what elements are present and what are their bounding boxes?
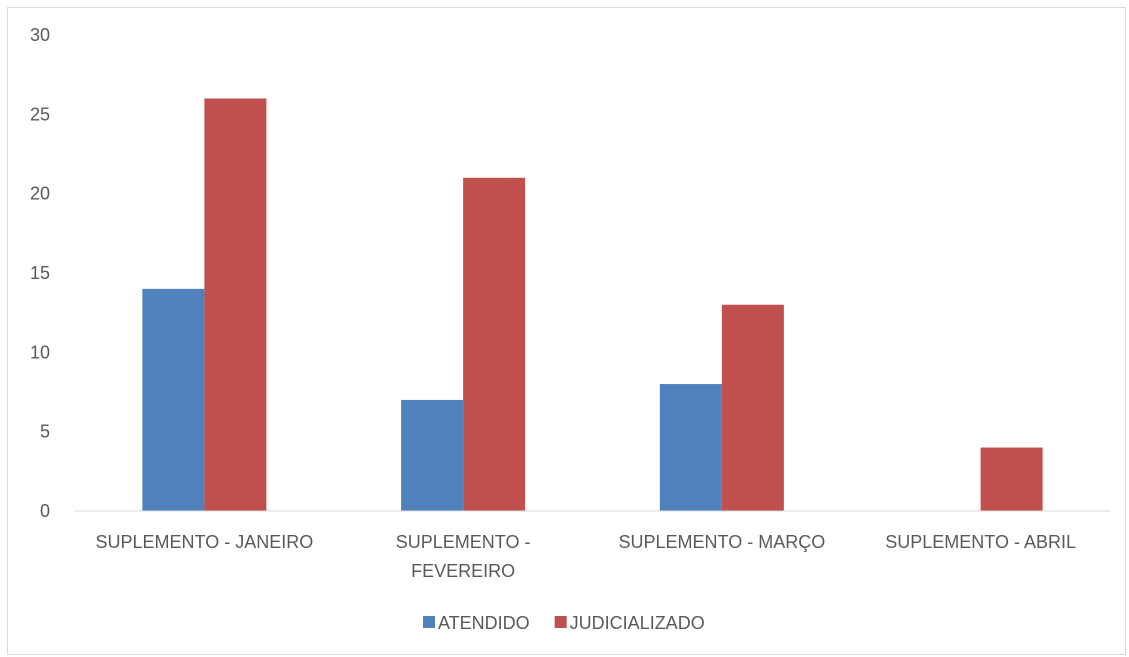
bars [142,98,1043,512]
legend: ATENDIDO JUDICIALIZADO [423,613,705,633]
y-tick-label: 30 [30,25,50,45]
bar-atendido-2 [401,399,464,511]
bar-judicializado-4 [980,447,1043,511]
x-category-label: SUPLEMENTO - MARÇO [619,532,826,552]
y-tick-label: 5 [40,422,50,442]
bar-atendido-1 [142,288,205,511]
legend-swatch-judicializado [554,616,567,628]
bar-judicializado-1 [204,98,267,511]
x-category-label: SUPLEMENTO -FEVEREIRO [396,532,531,581]
x-category-label: SUPLEMENTO - JANEIRO [96,532,314,552]
y-tick-label: 25 [30,104,50,124]
x-axis-labels: SUPLEMENTO - JANEIRO SUPLEMENTO -FEVEREIR… [96,532,1076,581]
y-tick-label: 20 [30,184,50,204]
y-tick-label: 10 [30,342,50,362]
legend-label-atendido: ATENDIDO [438,613,530,633]
bar-judicializado-3 [721,304,784,511]
bar-atendido-3 [659,384,722,511]
y-axis-ticks: 0 5 10 15 20 25 30 [30,25,50,521]
y-tick-label: 0 [40,501,50,521]
legend-swatch-atendido [423,616,435,628]
y-tick-label: 15 [30,263,50,283]
legend-label-judicializado: JUDICIALIZADO [570,613,705,633]
bar-judicializado-2 [463,177,526,512]
x-category-label: SUPLEMENTO - ABRIL [885,532,1076,552]
